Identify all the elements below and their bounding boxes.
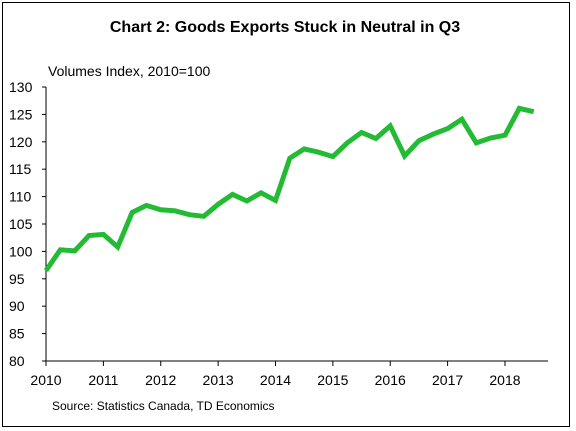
y-tick-label: 100: [9, 243, 33, 259]
x-tick-label: 2013: [203, 372, 234, 388]
x-tick-label: 2012: [145, 372, 176, 388]
y-tick-label: 130: [9, 79, 33, 95]
y-tick-label: 120: [9, 134, 33, 150]
chart-frame: [2, 2, 570, 427]
y-tick-label: 110: [9, 189, 32, 205]
x-tick-label: 2010: [30, 372, 61, 388]
y-tick-label: 95: [9, 271, 25, 287]
x-tick-label: 2017: [432, 372, 463, 388]
y-tick-label: 85: [9, 326, 25, 342]
source-note: Source: Statistics Canada, TD Economics: [52, 399, 275, 413]
y-tick-label: 125: [9, 106, 33, 122]
y-axis-label: Volumes Index, 2010=100: [48, 63, 211, 79]
x-tick-label: 2014: [260, 372, 291, 388]
y-tick-label: 105: [9, 216, 33, 232]
x-tick-label: 2018: [489, 372, 520, 388]
y-tick-label: 115: [9, 161, 32, 177]
x-tick-label: 2016: [375, 372, 406, 388]
x-tick-label: 2015: [317, 372, 348, 388]
chart-title: Chart 2: Goods Exports Stuck in Neutral …: [109, 19, 461, 36]
series-line: [43, 105, 535, 273]
x-tick-label: 2011: [88, 372, 118, 388]
y-tick-label: 80: [9, 353, 25, 369]
y-tick-label: 90: [9, 298, 25, 314]
